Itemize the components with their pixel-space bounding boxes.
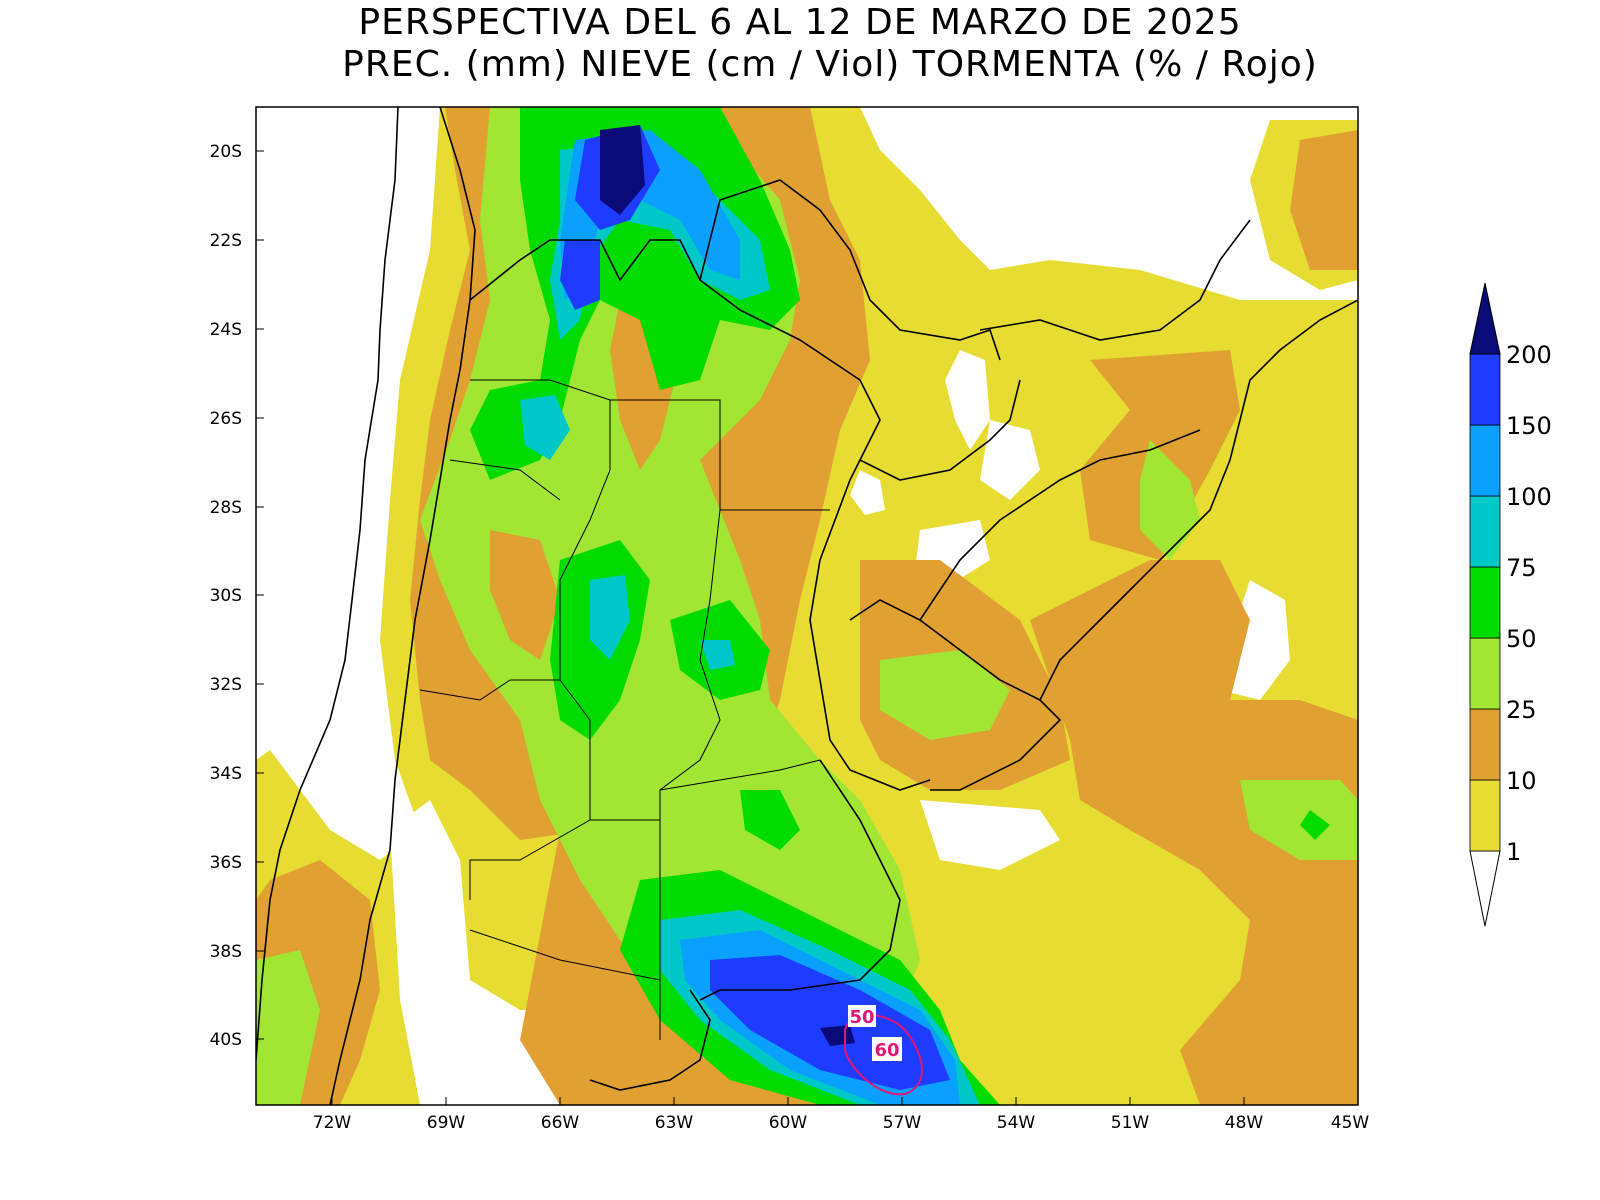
field-75-100-tucuman [520, 395, 570, 460]
precipitation-field [256, 107, 1358, 1105]
field-dry-misiones [980, 420, 1040, 500]
colorbar-segment [1469, 424, 1501, 497]
lat-tick-label: 30S [210, 586, 242, 606]
lat-tick-label: 40S [210, 1030, 242, 1050]
map-frame [255, 106, 1359, 1106]
colorbar-label: 10 [1506, 767, 1537, 795]
colorbar-segment [1469, 708, 1501, 781]
lat-tick-label: 32S [210, 675, 242, 695]
storm-labels: 50 60 [848, 1005, 902, 1061]
colorbar-segment [1469, 566, 1501, 639]
colorbar-label: 100 [1506, 483, 1552, 511]
colorbar-label: 1 [1506, 838, 1521, 866]
field-25-50-main [420, 107, 920, 1040]
lon-tick-label: 57W [883, 1113, 922, 1133]
lon-tick-label: 45W [1331, 1113, 1370, 1133]
lon-tick-label: 63W [655, 1113, 694, 1133]
lon-tick-label: 72W [313, 1113, 352, 1133]
field-25-50-brazil [1140, 440, 1200, 560]
field-over-200-south [820, 1025, 855, 1046]
lat-tick-label: 20S [210, 142, 242, 162]
field-over-200-north [600, 125, 645, 215]
field-150-200-jujuy [560, 240, 600, 310]
colorbar: 1 10 25 50 75 100 150 200 [1469, 282, 1552, 927]
lon-tick-label: 51W [1111, 1113, 1150, 1133]
field-10-25-catamarca [490, 530, 560, 660]
colorbar-below-triangle [1469, 850, 1501, 927]
colorbar-label: 150 [1506, 412, 1552, 440]
lat-tick-label: 36S [210, 853, 242, 873]
field-50-75-ocean [1300, 810, 1330, 840]
storm-label-50: 50 [849, 1007, 874, 1028]
field-dry-patagonia [390, 800, 700, 1105]
colorbar-segment [1469, 353, 1501, 426]
field-10-25-atlantic [1030, 560, 1358, 1105]
lat-tick-label: 34S [210, 764, 242, 784]
field-dry-coast [920, 800, 1060, 870]
lon-tick-label: 54W [997, 1113, 1036, 1133]
field-75-100-santafe [700, 640, 735, 670]
map-title-line-1: PERSPECTIVA DEL 6 AL 12 DE MARZO DE 2025 [358, 2, 1242, 43]
field-10-25-ne [1290, 130, 1358, 270]
lat-tick-label: 26S [210, 409, 242, 429]
field-75-100-cordoba [590, 575, 630, 660]
colorbar-segment [1469, 779, 1501, 852]
lat-tick-label: 24S [210, 320, 242, 340]
field-dry-paraguay [945, 350, 990, 450]
lat-tick-label: 38S [210, 942, 242, 962]
field-25-50-uruguay [880, 650, 1010, 740]
longitude-axis: 72W 69W 66W 63W 60W 57W 54W 51W 48W 45W [313, 1097, 1370, 1133]
lon-tick-label: 69W [427, 1113, 466, 1133]
colorbar-above-triangle [1469, 282, 1501, 355]
province-borders [419, 379, 830, 1040]
field-dry-spot [850, 470, 885, 515]
colorbar-segment [1469, 637, 1501, 710]
country-borders [256, 107, 1358, 1105]
storm-label-60: 60 [874, 1040, 899, 1061]
lon-tick-label: 66W [541, 1113, 580, 1133]
field-50-75-pampa [740, 790, 800, 850]
lat-tick-label: 28S [210, 498, 242, 518]
lon-tick-label: 48W [1225, 1113, 1264, 1133]
colorbar-label: 75 [1506, 554, 1537, 582]
colorbar-segment [1469, 495, 1501, 568]
lon-tick-label: 60W [769, 1113, 808, 1133]
field-25-50-ocean [1240, 780, 1358, 860]
field-dry-north [860, 107, 1358, 300]
field-25-50-chile-south [256, 950, 320, 1105]
lat-tick-label: 22S [210, 231, 242, 251]
colorbar-label: 50 [1506, 625, 1537, 653]
latitude-axis: 20S 22S 24S 26S 28S 30S 32S 34S 36S 38S … [210, 142, 264, 1050]
colorbar-label: 200 [1506, 341, 1552, 369]
map-title-line-2: PREC. (mm) NIEVE (cm / Viol) TORMENTA (%… [342, 44, 1318, 85]
colorbar-label: 25 [1506, 696, 1537, 724]
field-dry-west [256, 107, 440, 860]
